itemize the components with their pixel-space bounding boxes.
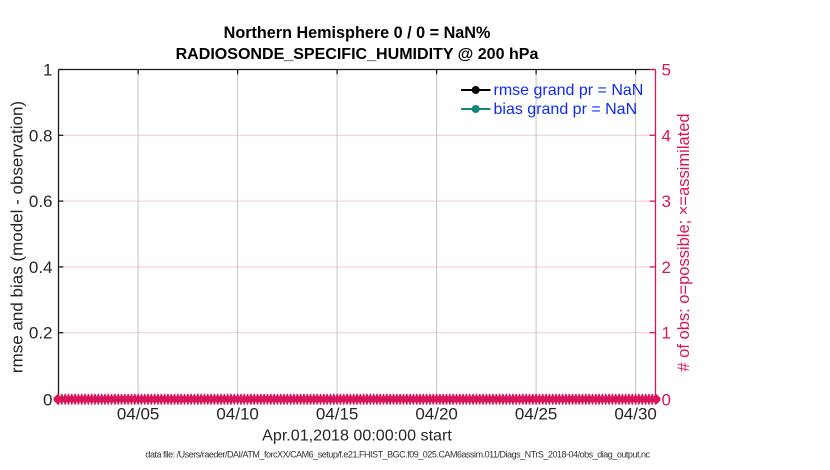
svg-text:rmse and bias (model - observa: rmse and bias (model - observation) <box>8 101 27 373</box>
svg-text:0: 0 <box>662 390 671 409</box>
svg-text:Northern Hemisphere 0 / 0 = Na: Northern Hemisphere 0 / 0 = NaN% <box>224 24 491 42</box>
svg-text:04/30: 04/30 <box>614 405 657 424</box>
svg-text:bias grand pr = NaN: bias grand pr = NaN <box>494 101 638 118</box>
svg-text:04/20: 04/20 <box>415 405 458 424</box>
svg-text:04/05: 04/05 <box>117 405 160 424</box>
svg-text:rmse grand pr = NaN: rmse grand pr = NaN <box>494 82 644 99</box>
svg-text:3: 3 <box>662 192 671 211</box>
svg-text:4: 4 <box>662 126 671 145</box>
svg-text:Apr.01,2018 00:00:00 start: Apr.01,2018 00:00:00 start <box>262 427 452 445</box>
svg-text:0.6: 0.6 <box>29 192 53 211</box>
svg-text:2: 2 <box>662 258 671 277</box>
svg-text:0.2: 0.2 <box>29 324 53 343</box>
svg-text:1: 1 <box>662 324 671 343</box>
svg-text:0: 0 <box>43 390 52 409</box>
svg-text:5: 5 <box>662 60 671 79</box>
svg-text:data file: /Users/raeder/DAI/A: data file: /Users/raeder/DAI/ATM_forcXX/… <box>145 449 650 459</box>
svg-text:0.4: 0.4 <box>29 258 53 277</box>
svg-text:04/10: 04/10 <box>216 405 259 424</box>
svg-text:1: 1 <box>43 60 52 79</box>
svg-text:0.8: 0.8 <box>29 126 53 145</box>
svg-text:04/25: 04/25 <box>515 405 558 424</box>
svg-text:RADIOSONDE_SPECIFIC_HUMIDITY @: RADIOSONDE_SPECIFIC_HUMIDITY @ 200 hPa <box>176 45 540 63</box>
svg-text:04/15: 04/15 <box>316 405 359 424</box>
svg-text:# of obs: o=possible; ×=assimi: # of obs: o=possible; ×=assimilated <box>675 113 693 371</box>
